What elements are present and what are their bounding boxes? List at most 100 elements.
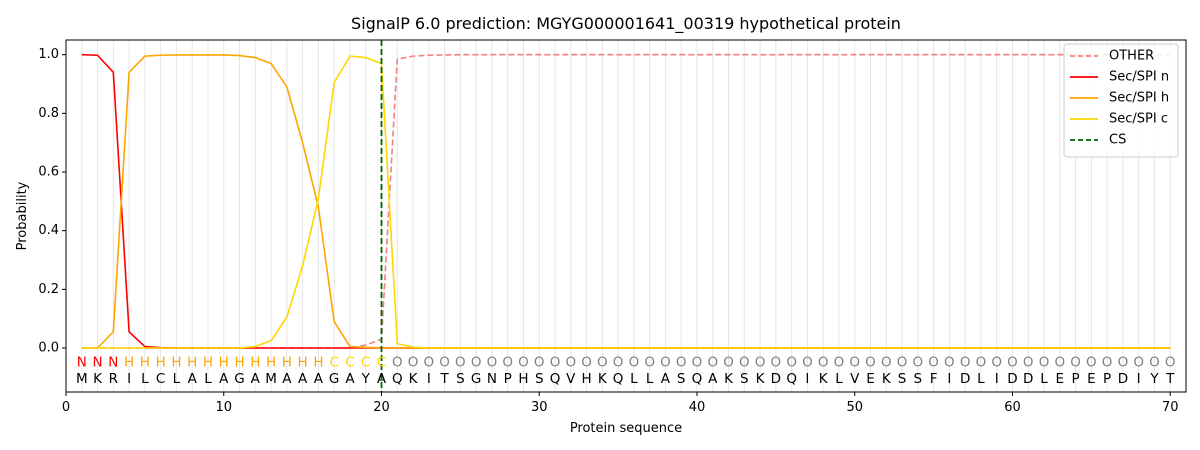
region-label: O — [597, 355, 608, 371]
region-label: O — [1086, 355, 1097, 371]
residue-letter: L — [646, 371, 654, 387]
y-tick-label: 0.6 — [38, 165, 59, 180]
residue-letter: F — [930, 371, 938, 387]
residue-letter: I — [947, 371, 951, 387]
residue-letter: P — [504, 371, 512, 387]
region-label: O — [802, 355, 813, 371]
x-axis-ticks: 0 10 20 30 40 50 60 70 — [62, 392, 1179, 415]
residue-letter: L — [173, 371, 181, 387]
region-label: O — [1165, 355, 1176, 371]
region-label: H — [266, 355, 276, 371]
residue-letter: V — [850, 371, 860, 387]
plot-frame — [65, 39, 1187, 393]
y-axis-title: Probability — [15, 181, 30, 250]
region-label: O — [1149, 355, 1160, 371]
x-tick-label: 70 — [1162, 400, 1179, 415]
series-line-sec-spi-n — [81, 53, 1171, 349]
chart-title: SignalP 6.0 prediction: MGYG000001641_00… — [351, 14, 901, 34]
residue-letter: L — [1040, 371, 1048, 387]
region-label: O — [707, 355, 718, 371]
region-label: H — [250, 355, 260, 371]
region-label: O — [1118, 355, 1129, 371]
region-label: H — [282, 355, 292, 371]
region-label: O — [423, 355, 434, 371]
region-label: C — [377, 355, 386, 371]
region-label: O — [991, 355, 1002, 371]
region-label: H — [140, 355, 150, 371]
residue-letter: P — [1071, 371, 1079, 387]
region-label: O — [755, 355, 766, 371]
residue-letter: L — [204, 371, 212, 387]
residue-letter: A — [251, 371, 261, 387]
region-label: N — [92, 355, 102, 371]
residue-letter: L — [835, 371, 843, 387]
residue-letter: K — [93, 371, 103, 387]
residue-letter: T — [1165, 371, 1175, 387]
y-tick-label: 0.2 — [38, 282, 59, 297]
series-line-other — [81, 53, 1171, 349]
residue-letter: A — [661, 371, 671, 387]
x-tick-label: 0 — [62, 400, 70, 415]
residue-letter: K — [409, 371, 419, 387]
residue-letter: Q — [613, 371, 624, 387]
residue-letter: Y — [361, 371, 371, 387]
legend-label: OTHER — [1109, 49, 1154, 64]
residue-letter: I — [1137, 371, 1141, 387]
region-label: C — [345, 355, 354, 371]
residue-letter: D — [1023, 371, 1033, 387]
region-label: O — [1007, 355, 1018, 371]
region-label: O — [392, 355, 403, 371]
region-label: O — [1102, 355, 1113, 371]
residue-letter: Q — [786, 371, 797, 387]
region-label: H — [203, 355, 213, 371]
residue-letter: A — [282, 371, 292, 387]
residue-letter: L — [977, 371, 985, 387]
region-label: O — [897, 355, 908, 371]
residue-letter: S — [535, 371, 544, 387]
residue-letter: V — [566, 371, 576, 387]
region-label: H — [219, 355, 229, 371]
residue-letter: Y — [1149, 371, 1159, 387]
residue-letter: C — [156, 371, 165, 387]
x-axis-title: Protein sequence — [570, 421, 682, 436]
region-label: H — [156, 355, 166, 371]
region-label: H — [313, 355, 323, 371]
residue-letter: P — [1103, 371, 1111, 387]
y-tick-label: 1.0 — [38, 47, 59, 62]
residue-letter: A — [708, 371, 718, 387]
region-label: O — [881, 355, 892, 371]
region-label: O — [629, 355, 640, 371]
y-tick-label: 0.0 — [38, 341, 59, 356]
residue-letter: L — [141, 371, 149, 387]
region-label: O — [771, 355, 782, 371]
grid-layer — [81, 40, 1171, 392]
region-label: O — [928, 355, 939, 371]
residue-letter: E — [1087, 371, 1096, 387]
residue-letter: G — [471, 371, 481, 387]
residue-letter: T — [439, 371, 449, 387]
region-label: O — [834, 355, 845, 371]
region-label: N — [108, 355, 118, 371]
residue-letter: A — [219, 371, 229, 387]
region-label: O — [1023, 355, 1034, 371]
residue-letter: S — [456, 371, 465, 387]
residue-letter: Q — [392, 371, 403, 387]
region-label: O — [455, 355, 466, 371]
residue-letter: K — [598, 371, 608, 387]
legend: OTHER Sec/SPI n Sec/SPI h Sec/SPI c CS — [1063, 43, 1179, 158]
region-label: O — [818, 355, 829, 371]
residue-letter: S — [677, 371, 686, 387]
region-label: H — [298, 355, 308, 371]
region-label: H — [124, 355, 134, 371]
region-label: N — [77, 355, 87, 371]
region-label: O — [723, 355, 734, 371]
residue-letter: K — [882, 371, 892, 387]
region-label: O — [865, 355, 876, 371]
legend-box — [1063, 43, 1179, 158]
region-label: O — [581, 355, 592, 371]
residue-letter: K — [819, 371, 829, 387]
residue-letter: E — [866, 371, 875, 387]
region-label: O — [565, 355, 576, 371]
residue-letter: Q — [550, 371, 561, 387]
